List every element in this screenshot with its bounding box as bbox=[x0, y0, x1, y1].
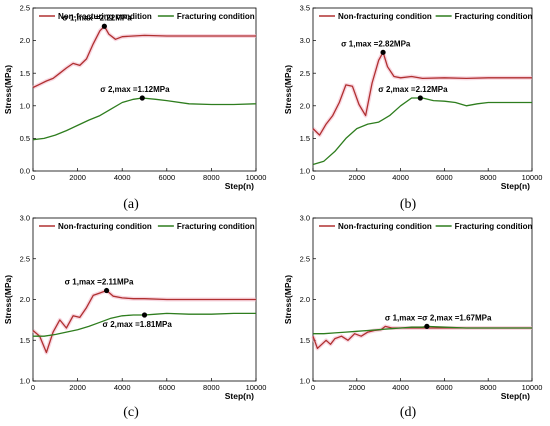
peak-marker bbox=[417, 95, 423, 101]
x-tick-label: 8000 bbox=[203, 173, 220, 182]
x-tick-label: 2000 bbox=[69, 383, 86, 392]
x-tick-label: 8000 bbox=[480, 173, 497, 182]
chart-panel: 0 2000 4000 6000 8000 10000 1.0 1.5 2.0 2.5 3.0 Ste… bbox=[3, 214, 266, 401]
series-line-fracturing bbox=[313, 325, 532, 335]
series-line-non-fracturing bbox=[312, 51, 532, 136]
x-axis-label: Step(n) bbox=[225, 391, 254, 401]
x-axis-label: Step(n) bbox=[501, 391, 530, 401]
y-tick-label: 2.0 bbox=[20, 295, 30, 304]
x-tick-label: 2000 bbox=[69, 173, 86, 182]
y-tick-label: 2.0 bbox=[300, 101, 310, 110]
peak-annotation: σ 2,max =1.81MPa bbox=[103, 320, 173, 329]
x-tick-label: 6000 bbox=[158, 383, 175, 392]
legend-label-non-fracturing: Non-fracturing condition bbox=[338, 12, 432, 21]
x-tick-label: 0 bbox=[311, 383, 315, 392]
panel-label: (a) bbox=[123, 197, 139, 212]
x-tick-label: 10000 bbox=[246, 173, 267, 182]
x-tick-label: 0 bbox=[31, 383, 35, 392]
legend-label-fracturing: Fracturing condition bbox=[177, 222, 255, 231]
y-tick-label: 1.5 bbox=[300, 336, 310, 345]
series-line-non-fracturing bbox=[32, 25, 256, 89]
x-tick-label: 4000 bbox=[114, 173, 131, 182]
peak-marker bbox=[101, 23, 107, 29]
plot-frame bbox=[312, 7, 533, 172]
peak-marker bbox=[141, 312, 148, 318]
y-tick-label: 3.0 bbox=[300, 36, 310, 45]
x-tick-label: 8000 bbox=[203, 383, 220, 392]
y-axis-label: Stress(MPa) bbox=[283, 275, 293, 324]
x-tick-label: 0 bbox=[311, 173, 315, 182]
y-tick-label: 1.5 bbox=[20, 69, 30, 78]
x-tick-label: 6000 bbox=[158, 173, 175, 182]
peak-marker bbox=[424, 323, 430, 329]
peak-marker bbox=[139, 95, 145, 101]
chart-panel: 0 2000 4000 6000 8000 10000 1.0 1.5 2.0 2.5 3.0 3.5… bbox=[283, 4, 542, 191]
legend-label-fracturing: Fracturing condition bbox=[455, 12, 533, 21]
y-tick-label: 2.5 bbox=[20, 4, 30, 13]
legend: Non-fracturing condition Fracturing condi… bbox=[39, 12, 255, 21]
peak-annotation: σ 1,max =2.82MPa bbox=[341, 39, 411, 48]
x-tick-label: 2000 bbox=[348, 383, 365, 392]
peak-annotation: σ 2,max =1.12MPa bbox=[100, 85, 170, 94]
legend-label-non-fracturing: Non-fracturing condition bbox=[58, 222, 152, 231]
y-tick-label: 1.0 bbox=[300, 167, 310, 176]
y-tick-label: 3.0 bbox=[20, 214, 30, 223]
y-tick-label: 3.5 bbox=[300, 4, 310, 13]
legend: Non-fracturing condition Fracturing condi… bbox=[39, 222, 255, 231]
y-tick-label: 2.0 bbox=[20, 36, 30, 45]
legend: Non-fracturing condition Fracturing condi… bbox=[319, 12, 533, 21]
series-line-fracturing bbox=[33, 312, 256, 337]
peak-annotation: σ 1,max =2.22MPa bbox=[62, 13, 132, 22]
series-line-fracturing bbox=[312, 97, 532, 166]
y-tick-label: 2.5 bbox=[300, 69, 310, 78]
peak-marker bbox=[380, 49, 386, 55]
y-tick-label: 2.0 bbox=[300, 295, 310, 304]
x-tick-label: 8000 bbox=[480, 383, 497, 392]
x-tick-label: 10000 bbox=[522, 383, 543, 392]
y-tick-label: 1.5 bbox=[20, 336, 30, 345]
y-tick-label: 1.5 bbox=[300, 134, 310, 143]
legend-label-non-fracturing: Non-fracturing condition bbox=[58, 12, 152, 21]
legend-label-fracturing: Fracturing condition bbox=[177, 12, 255, 21]
plot-frame bbox=[312, 217, 533, 382]
x-tick-label: 6000 bbox=[436, 383, 453, 392]
y-tick-label: 2.5 bbox=[300, 254, 310, 263]
y-tick-label: 2.5 bbox=[20, 254, 30, 263]
panel-label: (b) bbox=[400, 197, 417, 212]
y-tick-label: 0.5 bbox=[20, 134, 30, 143]
legend-label-fracturing: Fracturing condition bbox=[455, 222, 533, 231]
panel-label: (d) bbox=[400, 405, 417, 420]
x-tick-label: 10000 bbox=[522, 173, 543, 182]
y-tick-label: 1.0 bbox=[20, 377, 30, 386]
peak-annotation: σ 1,max =σ 2,max =1.67MPa bbox=[385, 313, 492, 322]
x-tick-label: 4000 bbox=[392, 173, 409, 182]
x-tick-label: 6000 bbox=[436, 173, 453, 182]
y-tick-label: 1.0 bbox=[20, 101, 30, 110]
y-tick-label: 1.0 bbox=[300, 377, 310, 386]
y-axis-label: Stress(MPa) bbox=[283, 65, 293, 114]
chart-panel: 0 2000 4000 6000 8000 10000 1.0 1.5 2.0 2.5 3.0 Ste… bbox=[283, 214, 542, 401]
chart-panel: 0 2000 4000 6000 8000 10000 0.0 0.5 1.0 1.5 2.0 2.5… bbox=[3, 4, 266, 191]
peak-annotation: σ 2,max =2.12MPa bbox=[378, 85, 448, 94]
x-tick-label: 0 bbox=[31, 173, 35, 182]
peak-marker bbox=[103, 287, 110, 294]
x-tick-label: 4000 bbox=[392, 383, 409, 392]
x-tick-label: 10000 bbox=[246, 383, 267, 392]
series-line-non-fracturing bbox=[32, 289, 256, 354]
y-axis-label: Stress(MPa) bbox=[3, 275, 13, 324]
peak-annotation: σ 1,max =2.11MPa bbox=[65, 278, 134, 287]
y-tick-label: 0.0 bbox=[20, 167, 30, 176]
legend-label-non-fracturing: Non-fracturing condition bbox=[338, 222, 432, 231]
series-line-fracturing bbox=[32, 97, 257, 141]
y-tick-label: 3.0 bbox=[300, 214, 310, 223]
panel-label: (c) bbox=[123, 405, 139, 420]
x-axis-label: Step(n) bbox=[501, 181, 530, 191]
x-axis-label: Step(n) bbox=[225, 181, 254, 191]
legend: Non-fracturing condition Fracturing condi… bbox=[319, 222, 533, 231]
x-tick-label: 4000 bbox=[114, 383, 131, 392]
y-axis-label: Stress(MPa) bbox=[3, 65, 13, 114]
x-tick-label: 2000 bbox=[348, 173, 365, 182]
